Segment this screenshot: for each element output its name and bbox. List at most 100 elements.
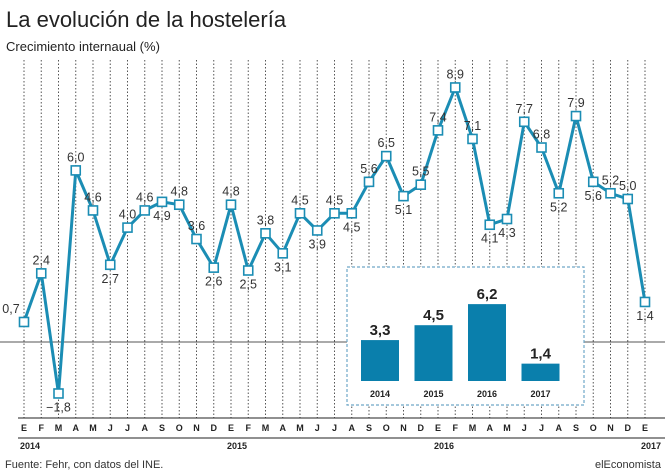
- data-point-label: 6,5: [378, 136, 395, 150]
- data-point: [104, 259, 116, 271]
- data-point-label: −1,8: [46, 400, 71, 414]
- x-tick-label: M: [55, 423, 63, 433]
- data-point-label: 3,1: [274, 260, 291, 274]
- x-tick-label: M: [503, 423, 511, 433]
- data-point-label: 4,6: [136, 190, 153, 204]
- data-point-label: 5,2: [602, 173, 619, 187]
- x-tick-label: A: [73, 423, 80, 433]
- data-point: [587, 176, 599, 188]
- data-point: [467, 133, 478, 145]
- x-tick-label: A: [556, 423, 563, 433]
- data-point: [346, 208, 358, 219]
- annual-bar-label: 4,5: [423, 307, 444, 324]
- x-tick-label: A: [142, 423, 149, 433]
- x-tick-label: D: [418, 423, 425, 433]
- data-point: [380, 150, 392, 162]
- chart-title: La evolución de la hostelería: [6, 7, 287, 32]
- annual-bar: [361, 340, 399, 381]
- data-point-label: 3,6: [188, 219, 205, 233]
- annual-bar-category: 2015: [423, 389, 443, 399]
- x-tick-label: A: [349, 423, 356, 433]
- x-tick-label: F: [39, 423, 45, 433]
- data-point: [242, 265, 254, 276]
- data-point-label: 8,9: [447, 67, 464, 81]
- source-note: Fuente: Fehr, con datos del INE.: [5, 459, 163, 471]
- data-point-label: 3,9: [309, 237, 326, 251]
- data-point: [449, 82, 461, 93]
- data-point: [432, 125, 444, 136]
- x-tick-label: D: [625, 423, 632, 433]
- x-tick-label: S: [573, 423, 579, 433]
- data-point-label: 5,6: [360, 162, 377, 176]
- x-tick-label: M: [296, 423, 304, 433]
- x-tick-label: J: [108, 423, 113, 433]
- annual-bar-inset: 3,3 2014 4,5 2015 6,2 2016 1,4 2017: [346, 266, 585, 406]
- data-point-label: 5,2: [550, 200, 567, 214]
- x-tick-label: J: [332, 423, 337, 433]
- data-point: [398, 190, 409, 202]
- x-year-label: 2014: [20, 441, 40, 451]
- data-point-label: 4,5: [291, 193, 308, 207]
- brand-logo: elEconomista: [595, 459, 662, 471]
- data-point: [415, 179, 427, 190]
- x-tick-label: A: [487, 423, 494, 433]
- data-point: [605, 187, 616, 199]
- data-point: [122, 222, 133, 233]
- data-point: [191, 233, 202, 245]
- data-point-label: 2,6: [205, 275, 222, 289]
- annual-bar: [468, 304, 506, 381]
- data-point-label: 7,9: [567, 96, 584, 110]
- data-point-label: 7,4: [429, 110, 446, 124]
- data-point-label: 5,0: [619, 179, 636, 193]
- data-point: [35, 268, 47, 279]
- data-point-label: 6,8: [533, 128, 550, 142]
- data-point: [87, 205, 99, 216]
- x-tick-label: O: [383, 423, 390, 433]
- data-point-label: 4,8: [222, 185, 239, 199]
- x-tick-label: S: [366, 423, 372, 433]
- data-point-label: 1,4: [636, 309, 653, 323]
- annual-bar-category: 2014: [370, 389, 390, 399]
- data-point: [536, 142, 547, 153]
- x-tick-label: J: [539, 423, 544, 433]
- data-point: [363, 176, 375, 188]
- data-point-label: 4,5: [326, 193, 343, 207]
- data-point-label: 4,9: [153, 209, 170, 223]
- x-tick-label: J: [315, 423, 320, 433]
- data-point: [53, 388, 64, 399]
- x-tick-label: J: [125, 423, 130, 433]
- data-point: [156, 196, 168, 208]
- x-tick-label: E: [21, 423, 27, 433]
- data-point: [518, 116, 530, 128]
- x-tick-label: N: [193, 423, 200, 433]
- annual-bar-label: 3,3: [370, 322, 391, 339]
- data-point: [329, 208, 340, 219]
- x-tick-label: O: [176, 423, 183, 433]
- annual-bar: [521, 363, 560, 381]
- data-point-label: 4,1: [481, 232, 498, 246]
- data-point-label: 4,0: [119, 208, 136, 222]
- x-tick-label: F: [246, 423, 252, 433]
- x-tick-label: M: [469, 423, 477, 433]
- data-point: [139, 205, 151, 216]
- x-tick-label: O: [590, 423, 597, 433]
- data-point-label: 5,6: [585, 189, 602, 203]
- data-point-label: 5,5: [412, 165, 429, 179]
- data-point-label: 5,1: [395, 203, 412, 217]
- x-tick-label: M: [262, 423, 270, 433]
- data-point: [18, 316, 30, 328]
- data-point-label: 4,3: [498, 226, 515, 240]
- data-point: [208, 262, 220, 273]
- annual-bar-label: 6,2: [477, 286, 498, 303]
- x-tick-label: S: [159, 423, 165, 433]
- data-point-label: 4,6: [84, 190, 101, 204]
- x-tick-label: D: [211, 423, 218, 433]
- x-year-label: 2015: [227, 441, 247, 451]
- data-point: [70, 165, 82, 176]
- data-point-label: 2,5: [240, 278, 257, 292]
- annual-bar-label: 1,4: [530, 346, 552, 363]
- data-point: [311, 225, 323, 236]
- x-tick-label: E: [642, 423, 648, 433]
- inset-frame: [346, 266, 585, 406]
